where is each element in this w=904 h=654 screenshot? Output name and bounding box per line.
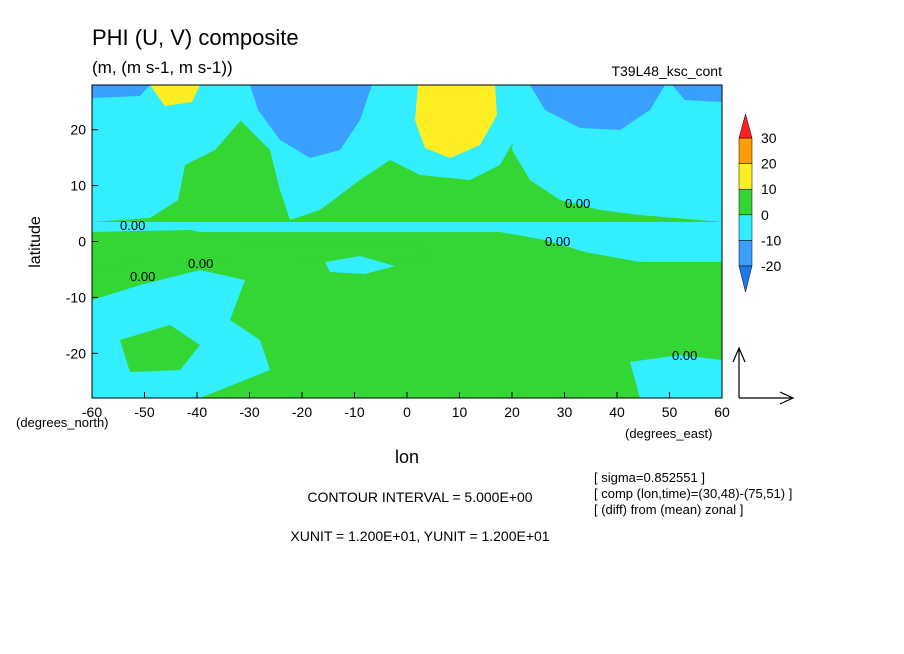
colorbar-segment: [738, 240, 753, 267]
colorbar-label: 10: [761, 181, 777, 197]
x-tick-label: 10: [452, 404, 468, 420]
chart-title: PHI (U, V) composite: [92, 25, 299, 50]
colorbar-segment: [738, 163, 753, 190]
x-tick-label: -50: [134, 404, 154, 420]
reference-vector: [732, 346, 795, 405]
x-tick-label: 20: [504, 404, 520, 420]
contour-label: 0.00: [545, 234, 570, 249]
note: [ comp (lon,time)=(30,48)-(75,51) ]: [594, 486, 792, 501]
x-tick-label: 30: [557, 404, 573, 420]
colorbar-under: [738, 265, 753, 293]
y-tick-label: -10: [66, 289, 86, 305]
unit-text: XUNIT = 1.200E+01, YUNIT = 1.200E+01: [290, 528, 549, 544]
contour-region: [120, 325, 200, 372]
colorbar-over: [738, 113, 753, 139]
contour-label: 0.00: [120, 218, 145, 233]
contour-region: [630, 355, 722, 398]
contour-region: [530, 85, 665, 130]
colorbar-segment: [738, 214, 753, 241]
contour-region: [250, 85, 372, 158]
contour-label: 0.00: [565, 196, 590, 211]
contour-region: [415, 85, 497, 158]
x-tick-label: 60: [714, 404, 730, 420]
x-tick-label: -40: [187, 404, 207, 420]
y-tick-label: 20: [70, 122, 86, 138]
contour-label: 0.00: [188, 256, 213, 271]
run-label: T39L48_ksc_cont: [611, 63, 722, 79]
contour-region: [92, 85, 150, 98]
x-tick-label: 0: [403, 404, 411, 420]
colorbar-label: 20: [761, 156, 777, 172]
x-tick-label: 40: [609, 404, 625, 420]
note: [ (diff) from (mean) zonal ]: [594, 502, 743, 517]
contour-region: [92, 222, 722, 262]
colorbar-label: 0: [761, 207, 769, 223]
x-tick-label: -10: [344, 404, 364, 420]
x-unit-label: (degrees_east): [625, 426, 712, 441]
contour-region: [150, 85, 200, 106]
y-tick-label: 10: [70, 178, 86, 194]
x-tick-label: 50: [662, 404, 678, 420]
x-tick-label: -20: [292, 404, 312, 420]
colorbar-label: 30: [761, 130, 777, 146]
y-axis-label: latitude: [27, 216, 44, 268]
colorbar-label: -20: [761, 258, 781, 274]
x-tick-label: -30: [239, 404, 259, 420]
x-axis-label: lon: [395, 447, 419, 467]
contour-fill: [92, 85, 722, 398]
y-tick-label: -20: [66, 345, 86, 361]
colorbar-segment: [738, 137, 753, 164]
colorbar-label: -10: [761, 232, 781, 248]
note: [ sigma=0.852551 ]: [594, 470, 705, 485]
contour-label: 0.00: [672, 348, 697, 363]
contour-region: [92, 85, 260, 222]
contour-label: 0.00: [130, 269, 155, 284]
subtitle: (m, (m s-1, m s-1)): [92, 58, 233, 77]
contour-region: [325, 256, 395, 274]
x-tick-label: -60: [82, 404, 102, 420]
y-tick-label: 0: [78, 234, 86, 250]
contour-interval: CONTOUR INTERVAL = 5.000E+00: [307, 489, 532, 505]
contour-region: [672, 85, 722, 102]
colorbar-segment: [738, 188, 753, 216]
y-unit-label: (degrees_north): [16, 415, 109, 430]
